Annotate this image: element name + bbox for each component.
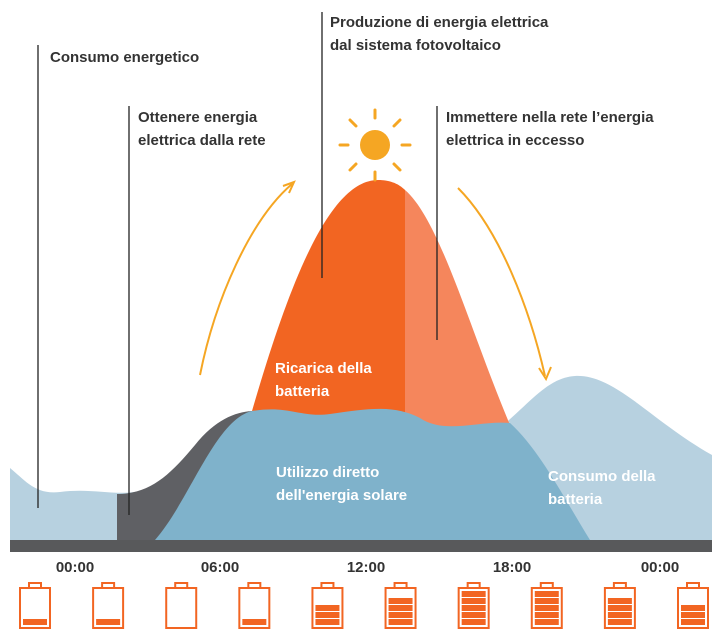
battery-bar (607, 605, 632, 611)
battery-bar (607, 598, 632, 604)
battery-bar (607, 619, 632, 625)
battery-bar (388, 598, 413, 604)
battery-bar (315, 619, 340, 625)
export-area (405, 190, 510, 430)
battery-bar (242, 619, 267, 625)
label: dal sistema fotovoltaico (330, 37, 501, 54)
battery-cap (539, 582, 554, 589)
production-area (252, 180, 405, 430)
sun (338, 108, 412, 182)
battery-bar (461, 598, 486, 604)
battery-cap (393, 582, 408, 589)
battery-cap (174, 582, 189, 589)
battery-bar (607, 612, 632, 618)
battery-bar (534, 598, 559, 604)
battery-bar (461, 605, 486, 611)
battery-bar (388, 619, 413, 625)
battery-bar (23, 619, 47, 625)
label: Consumo energetico (50, 49, 199, 66)
battery-level (607, 598, 632, 625)
battery-level (461, 591, 486, 625)
time-label: 06:00 (201, 559, 239, 576)
battery-level (96, 619, 121, 625)
battery-cap (320, 582, 335, 589)
direct-use-area (155, 408, 590, 540)
label: elettrica dalla rete (138, 132, 266, 149)
battery-cap (612, 582, 627, 589)
time-label: 12:00 (347, 559, 385, 576)
battery-cap (686, 582, 700, 589)
arrows (199, 180, 552, 382)
battery-bar (534, 619, 559, 625)
battery-bar (96, 619, 121, 625)
label: batteria (275, 383, 330, 400)
battery-bar (315, 605, 340, 611)
battery-bar (461, 619, 486, 625)
battery-bar (681, 605, 705, 611)
leader-lines (37, 12, 438, 515)
battery-outline (165, 587, 198, 629)
battery-cap (101, 582, 116, 589)
time-label: 00:00 (641, 559, 679, 576)
label: batteria (548, 491, 603, 508)
battery-bar (461, 612, 486, 618)
battery-bar (534, 591, 559, 597)
label: Ricarica della (275, 360, 372, 377)
time-bar (10, 540, 712, 552)
battery-bar (388, 605, 413, 611)
battery-cap (466, 582, 481, 589)
battery-cap (28, 582, 42, 589)
label: Consumo della (548, 468, 656, 485)
label: Immettere nella rete l’energia (446, 109, 654, 126)
battery-bar (461, 591, 486, 597)
battery-bar (534, 612, 559, 618)
label: elettrica in eccesso (446, 132, 584, 149)
battery-level (242, 619, 267, 625)
battery-bar (681, 612, 705, 618)
battery-bar (388, 612, 413, 618)
time-label: 00:00 (56, 559, 94, 576)
battery-bar (534, 605, 559, 611)
battery-bar (315, 612, 340, 618)
time-label: 18:00 (493, 559, 531, 576)
battery-level (388, 598, 413, 625)
battery-cap (247, 582, 262, 589)
label: dell'energia solare (276, 487, 407, 504)
battery-level (315, 605, 340, 625)
battery-level (681, 605, 705, 625)
label: Utilizzo diretto (276, 464, 379, 481)
battery-level (23, 619, 47, 625)
label: Ottenere energia (138, 109, 258, 126)
battery-bar (681, 619, 705, 625)
label: Produzione di energia elettrica (330, 14, 549, 31)
battery-level (534, 591, 559, 625)
